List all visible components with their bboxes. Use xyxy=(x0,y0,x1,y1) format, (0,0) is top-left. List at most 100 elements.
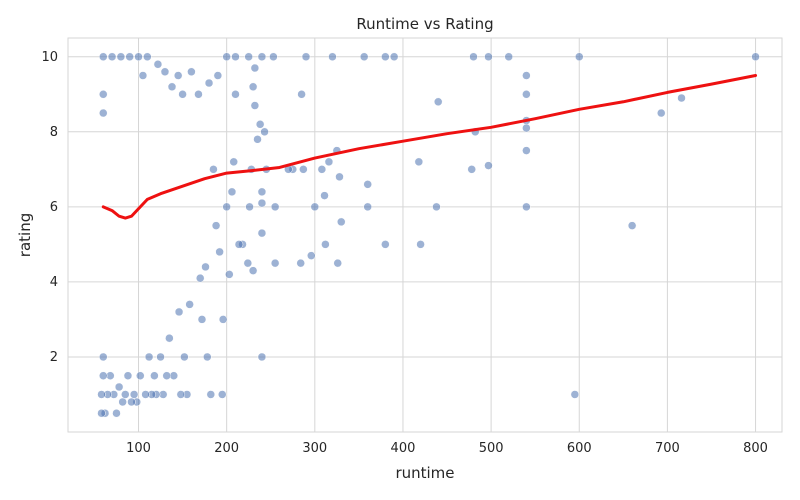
scatter-point xyxy=(297,90,306,99)
scatter-point xyxy=(99,108,108,118)
scatter-point xyxy=(432,202,441,212)
scatter-point xyxy=(234,240,244,249)
scatter-point xyxy=(243,258,253,268)
scatter-point xyxy=(310,202,320,212)
scatter-point xyxy=(129,390,139,399)
scatter-point xyxy=(656,108,666,118)
scatter-point xyxy=(260,127,269,137)
scatter-point xyxy=(176,390,186,399)
scatter-point xyxy=(185,300,194,309)
scatter-point xyxy=(222,202,231,212)
x-tick-label: 800 xyxy=(743,441,768,456)
scatter-point xyxy=(257,228,267,238)
scatter-point xyxy=(99,52,108,62)
scatter-point xyxy=(317,165,327,174)
chart-title: Runtime vs Rating xyxy=(356,15,493,33)
scatter-point xyxy=(414,157,424,167)
scatter-point xyxy=(381,52,390,62)
scatter-point xyxy=(106,371,115,380)
scatter-point xyxy=(141,390,150,399)
scatter-point xyxy=(204,78,214,88)
scatter-point xyxy=(575,52,584,62)
y-tick-labels: 2 4 6 8 10 xyxy=(41,50,58,365)
scatter-point xyxy=(123,371,133,380)
scatter-point xyxy=(201,262,210,272)
scatter-point xyxy=(301,52,311,62)
scatter-point xyxy=(99,90,108,99)
scatter-point xyxy=(187,67,196,77)
scatter-point xyxy=(158,390,168,399)
scatter-point xyxy=(253,135,262,144)
scatter-point xyxy=(337,217,346,227)
y-tick-label: 2 xyxy=(50,350,58,365)
scatter-point xyxy=(153,60,163,69)
scatter-point xyxy=(248,266,258,275)
scatter-point xyxy=(215,247,224,257)
scatter-point xyxy=(138,71,148,80)
scatter-point xyxy=(248,82,258,92)
scatter-point xyxy=(245,202,254,212)
x-tick-label: 200 xyxy=(214,441,239,456)
scatter-point xyxy=(257,52,267,62)
scatter-point xyxy=(522,202,531,212)
scatter-point xyxy=(174,307,184,317)
scatter-point xyxy=(269,52,278,62)
scatter-point xyxy=(197,315,207,324)
scatter-point xyxy=(99,371,108,380)
scatter-point xyxy=(178,90,187,99)
scatter-point xyxy=(227,187,237,197)
scatter-point xyxy=(165,333,174,343)
scatter-point xyxy=(173,71,183,80)
scatter-point xyxy=(522,146,531,155)
scatter-point xyxy=(751,52,760,62)
scatter-point xyxy=(167,82,177,92)
scatter-point xyxy=(231,52,240,62)
scatter-point xyxy=(359,52,369,62)
scatter-point xyxy=(206,390,216,399)
scatter-point xyxy=(150,371,159,380)
scatter-point xyxy=(121,390,130,399)
scatter-point xyxy=(218,390,227,399)
scatter-point xyxy=(180,352,189,362)
scatter-point xyxy=(333,258,342,268)
trend-line xyxy=(101,74,758,220)
scatter-point xyxy=(381,240,390,249)
scatter-point xyxy=(363,180,372,189)
scatter-point xyxy=(255,120,265,129)
scatter-point xyxy=(156,352,165,362)
y-tick-label: 8 xyxy=(50,125,58,140)
scatter-point xyxy=(389,52,399,62)
scatter-point xyxy=(299,165,308,174)
scatter-point xyxy=(570,390,580,399)
scatter-point xyxy=(125,52,134,62)
scatter-point xyxy=(320,191,329,200)
x-tick-label: 600 xyxy=(567,441,592,456)
scatter-point xyxy=(116,52,126,62)
scatter-point xyxy=(229,157,238,167)
y-tick-label: 4 xyxy=(50,275,58,290)
scatter-point xyxy=(144,352,154,362)
x-tick-label: 400 xyxy=(391,441,416,456)
scatter-point xyxy=(270,202,280,212)
scatter-point xyxy=(250,101,260,110)
scatter-point xyxy=(484,52,493,62)
scatter-point xyxy=(169,371,179,380)
x-tick-label: 300 xyxy=(302,441,327,456)
scatter-point xyxy=(107,52,117,62)
x-tick-label: 700 xyxy=(655,441,680,456)
scatter-point xyxy=(257,187,267,197)
scatter-point xyxy=(162,371,171,380)
scatter-points xyxy=(97,52,760,418)
scatter-point xyxy=(213,71,223,80)
scatter-point xyxy=(97,390,106,399)
scatter-point xyxy=(522,71,531,80)
scatter-point xyxy=(195,273,205,283)
x-tick-labels: 100 200 300 400 500 600 700 800 xyxy=(126,441,768,456)
scatter-point xyxy=(222,52,231,62)
scatter-point xyxy=(194,90,203,99)
scatter-point xyxy=(218,315,228,324)
x-tick-label: 500 xyxy=(479,441,504,456)
scatter-point xyxy=(114,382,124,392)
